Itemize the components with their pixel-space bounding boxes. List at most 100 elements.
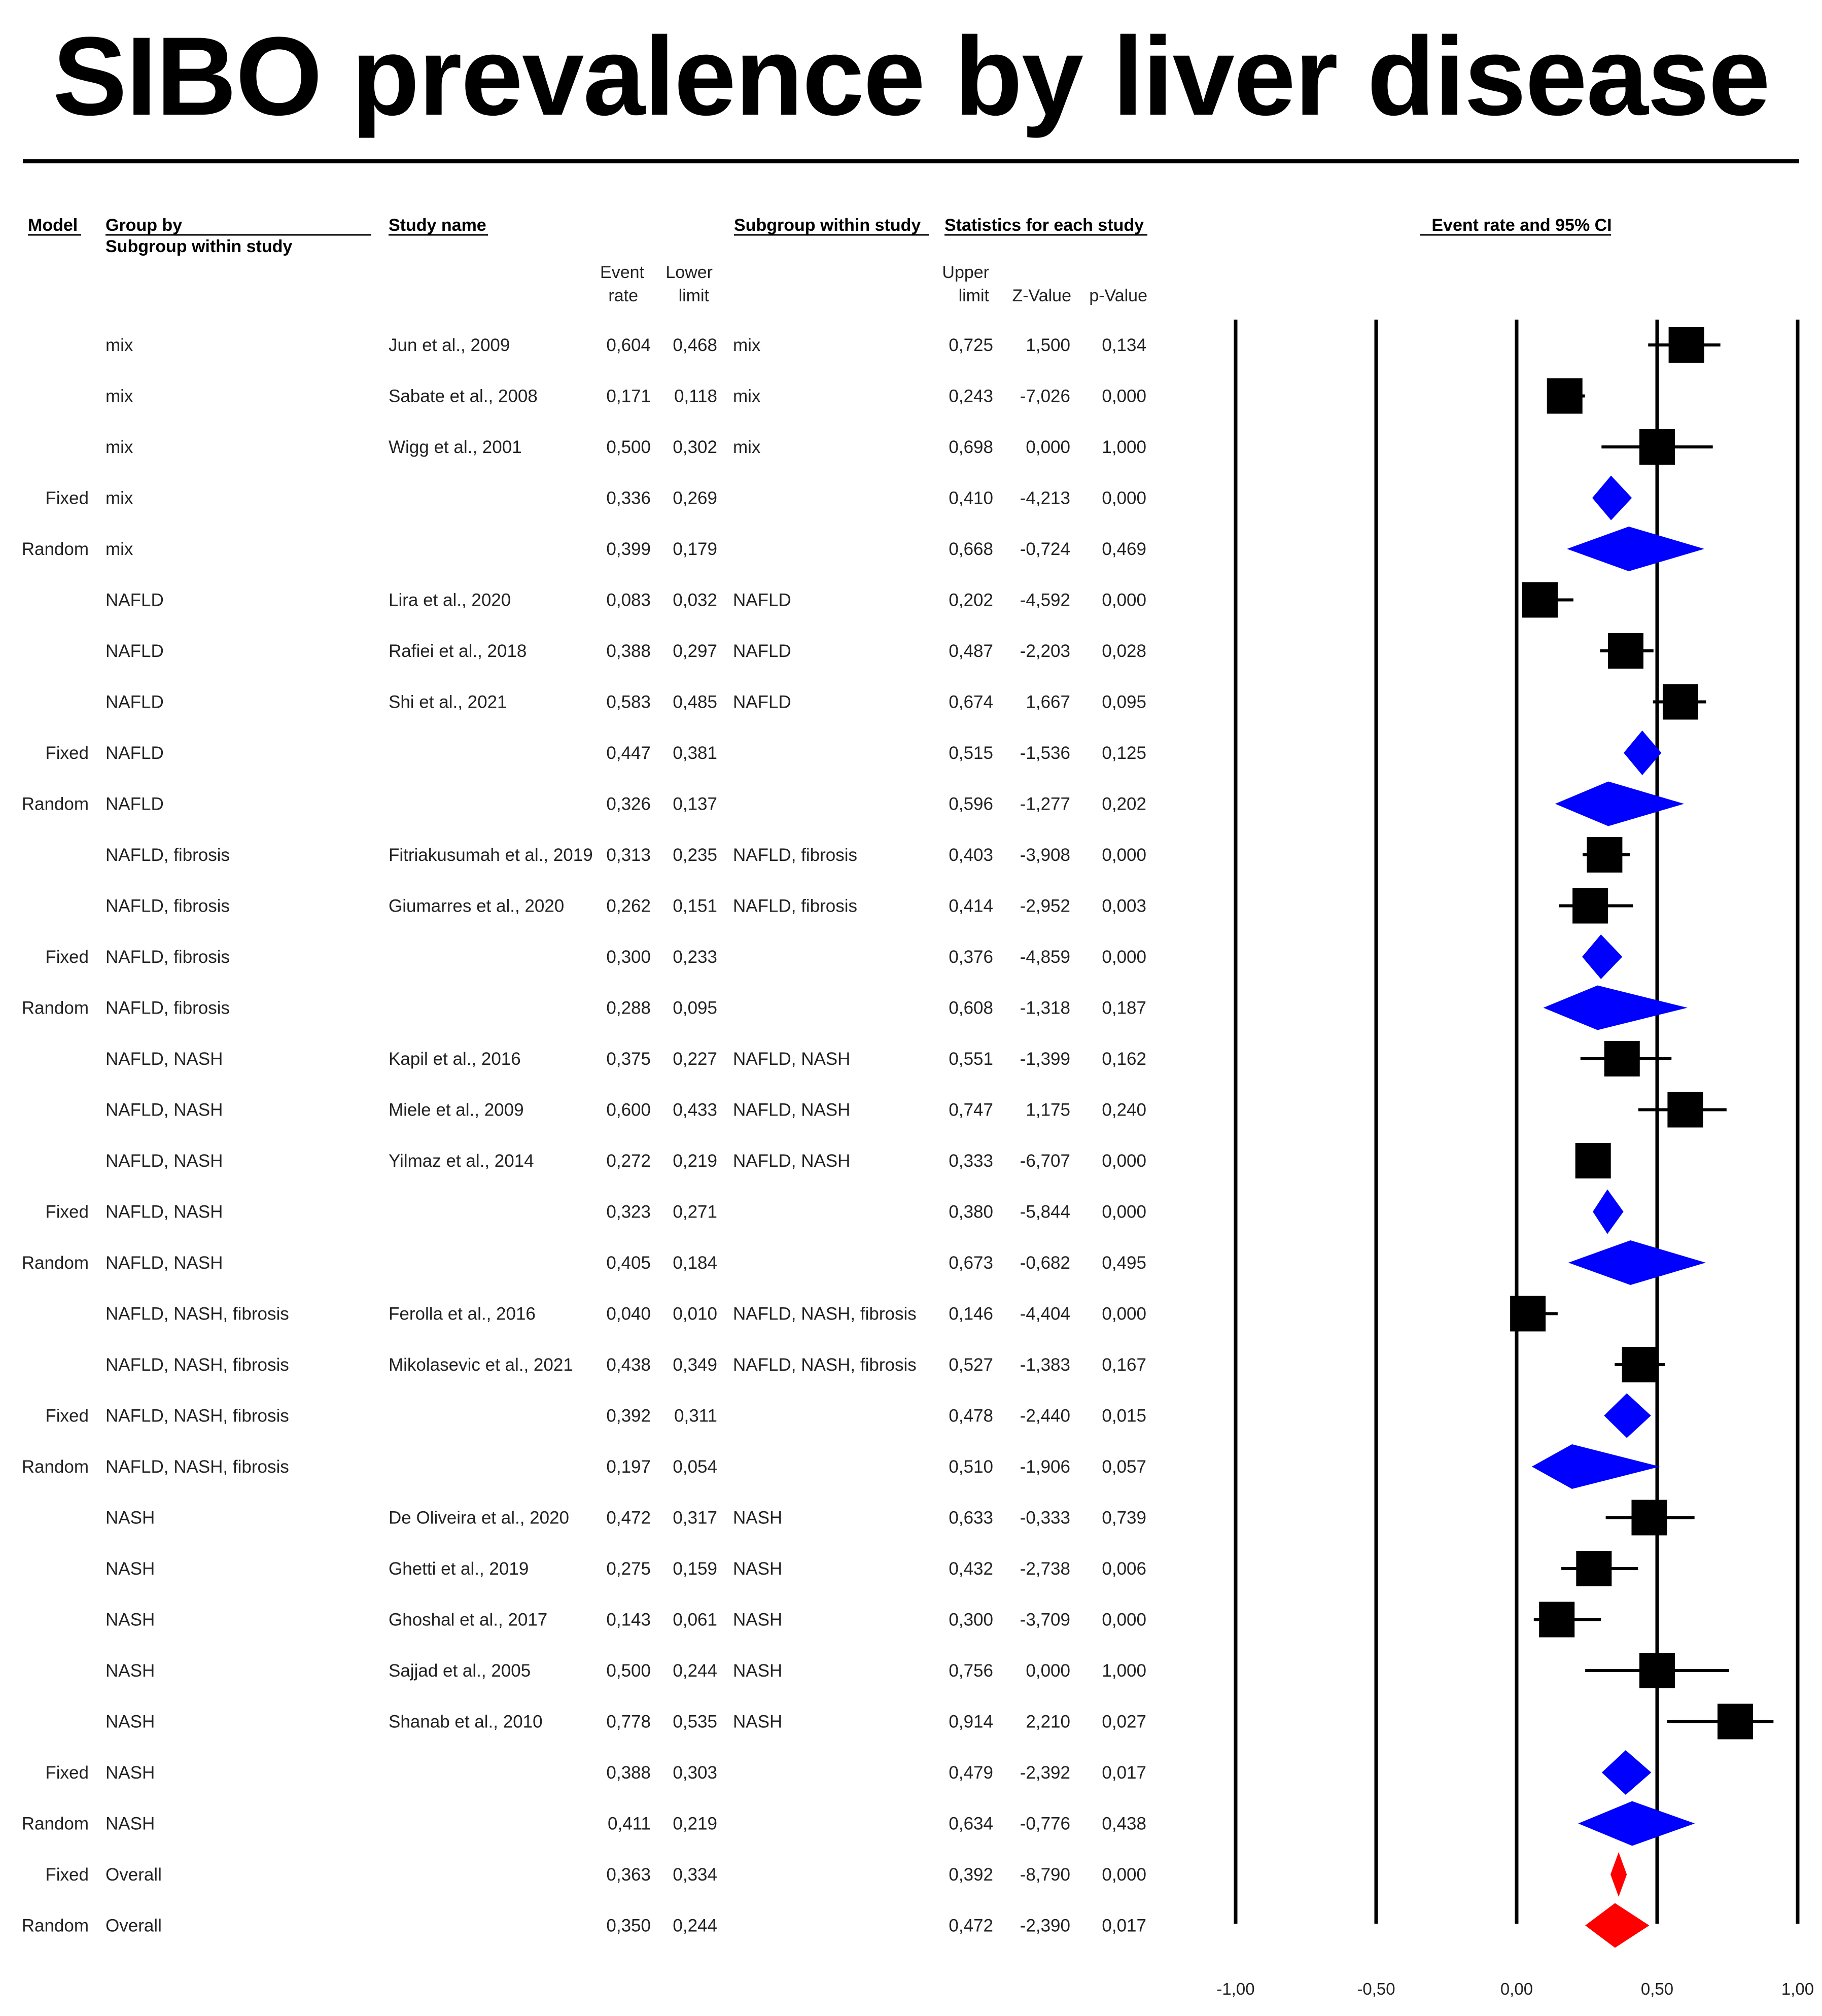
cell-upper-limit: 0,487 (949, 641, 993, 661)
cell-group: mix (106, 437, 133, 457)
axis-tick-label: -1,00 (1216, 1979, 1254, 1998)
study-point (1604, 1041, 1640, 1076)
table-row: Random mix 0,399 0,179 0,668 -0,724 0,469 (22, 539, 1146, 559)
cell-group: mix (106, 489, 133, 508)
cell-event-rate: 0,447 (606, 743, 651, 763)
cell-model: Random (22, 998, 89, 1018)
table-row: NAFLD, fibrosis Fitriakusumah et al., 201… (106, 845, 1146, 865)
cell-upper-limit: 0,914 (949, 1712, 993, 1732)
cell-study: Rafiei et al., 2018 (389, 641, 527, 661)
table-row: mix Sabate et al., 2008 0,171 0,118 mix 0,243… (106, 387, 1146, 406)
header-event-2: rate (608, 286, 638, 305)
cell-event-rate: 0,288 (606, 998, 651, 1018)
cell-study: De Oliveira et al., 2020 (389, 1508, 569, 1528)
plot-area: -1,00 -0,50 0,00 0,50 1,00 (1216, 320, 1814, 1998)
cell-z-value: -2,440 (1020, 1406, 1070, 1426)
cell-z-value: 2,210 (1026, 1712, 1070, 1732)
table-row: Fixed Overall 0,363 0,334 0,392 -8,790 0,000 (45, 1865, 1146, 1885)
cell-group: NASH (106, 1661, 155, 1681)
cell-z-value: -3,709 (1020, 1610, 1070, 1630)
cell-p-value: 0,495 (1102, 1253, 1146, 1273)
cell-p-value: 0,057 (1102, 1457, 1146, 1477)
header-upper-1: Upper (942, 263, 989, 282)
cell-event-rate: 0,388 (606, 1763, 651, 1783)
cell-z-value: 1,667 (1026, 692, 1070, 712)
study-point (1587, 837, 1623, 873)
cell-p-value: 0,017 (1102, 1916, 1146, 1936)
cell-subgroup: NAFLD, NASH (733, 1100, 850, 1120)
cell-event-rate: 0,323 (606, 1202, 651, 1222)
table-row: NAFLD Rafiei et al., 2018 0,388 0,297 NAFLD 0… (106, 641, 1146, 661)
study-point (1522, 582, 1558, 618)
cell-z-value: -1,277 (1020, 794, 1070, 814)
header-upper-2: limit (959, 286, 990, 305)
cell-lower-limit: 0,179 (673, 539, 717, 559)
pooled-diamond (1601, 1750, 1652, 1795)
cell-lower-limit: 0,297 (673, 641, 717, 661)
cell-group: NAFLD, NASH, fibrosis (106, 1406, 289, 1426)
header-pvalue: p-Value (1089, 286, 1147, 305)
study-point (1575, 1143, 1611, 1178)
table-row: Random NAFLD 0,326 0,137 0,596 -1,277 0,202 (22, 794, 1146, 814)
cell-subgroup: mix (733, 437, 761, 457)
cell-lower-limit: 0,271 (673, 1202, 717, 1222)
pooled-diamond (1531, 1444, 1660, 1489)
cell-upper-limit: 0,146 (949, 1304, 993, 1324)
axis-tick-label: 0,00 (1500, 1979, 1533, 1998)
table-row: NAFLD, NASH, fibrosis Mikolasevic et al.,… (106, 1355, 1146, 1375)
cell-study: Yilmaz et al., 2014 (389, 1151, 534, 1171)
cell-p-value: 0,015 (1102, 1406, 1146, 1426)
cell-p-value: 0,469 (1102, 539, 1146, 559)
cell-study: Miele et al., 2009 (389, 1100, 524, 1120)
cell-upper-limit: 0,376 (949, 947, 993, 967)
cell-upper-limit: 0,243 (949, 387, 993, 406)
cell-p-value: 0,000 (1102, 489, 1146, 508)
cell-subgroup: NAFLD, fibrosis (733, 845, 857, 865)
cell-event-rate: 0,313 (606, 845, 651, 865)
cell-study: Mikolasevic et al., 2021 (389, 1355, 573, 1375)
cell-group: NAFLD, fibrosis (106, 845, 230, 865)
cell-p-value: 0,095 (1102, 692, 1146, 712)
cell-study: Wigg et al., 2001 (389, 437, 522, 457)
header-statistics: Statistics for each study (944, 216, 1144, 235)
cell-p-value: 0,000 (1102, 1610, 1146, 1630)
cell-upper-limit: 0,725 (949, 335, 993, 355)
overall-diamond (1585, 1903, 1650, 1948)
cell-upper-limit: 0,380 (949, 1202, 993, 1222)
cell-group: NAFLD, NASH, fibrosis (106, 1304, 289, 1324)
cell-event-rate: 0,275 (606, 1559, 651, 1579)
cell-upper-limit: 0,510 (949, 1457, 993, 1477)
cell-p-value: 0,125 (1102, 743, 1146, 763)
cell-lower-limit: 0,095 (673, 998, 717, 1018)
axis-tick-label: -0,50 (1357, 1979, 1395, 1998)
cell-model: Random (22, 1916, 89, 1936)
cell-z-value: -1,906 (1020, 1457, 1070, 1477)
table-row: Random NAFLD, NASH 0,405 0,184 0,673 -0,682 0,… (22, 1253, 1146, 1273)
cell-event-rate: 0,083 (606, 590, 651, 610)
cell-z-value: -8,790 (1020, 1865, 1070, 1885)
cell-z-value: -2,952 (1020, 896, 1070, 916)
cell-study: Kapil et al., 2016 (389, 1049, 521, 1069)
cell-group: Overall (106, 1916, 162, 1936)
pooled-diamond (1604, 1393, 1651, 1438)
cell-upper-limit: 0,698 (949, 437, 993, 457)
cell-model: Fixed (45, 489, 89, 508)
cell-study: Ghoshal et al., 2017 (389, 1610, 547, 1630)
cell-subgroup: NAFLD, NASH, fibrosis (733, 1355, 917, 1375)
cell-subgroup: NAFLD, NASH (733, 1049, 850, 1069)
cell-event-rate: 0,604 (606, 335, 651, 355)
cell-lower-limit: 0,269 (673, 489, 717, 508)
table-row: mix Wigg et al., 2001 0,500 0,302 mix 0,698 0,… (106, 437, 1146, 457)
cell-model: Random (22, 1814, 89, 1834)
cell-group: NASH (106, 1508, 155, 1528)
cell-event-rate: 0,583 (606, 692, 651, 712)
header-subgroup: Subgroup within study (734, 216, 921, 235)
cell-model: Fixed (45, 1865, 89, 1885)
cell-upper-limit: 0,478 (949, 1406, 993, 1426)
cell-group: NAFLD, fibrosis (106, 896, 230, 916)
cell-group: NAFLD, NASH (106, 1202, 223, 1222)
cell-event-rate: 0,392 (606, 1406, 651, 1426)
study-point (1607, 633, 1643, 669)
table-row: Random Overall 0,350 0,244 0,472 -2,390 0,017 (22, 1916, 1146, 1936)
